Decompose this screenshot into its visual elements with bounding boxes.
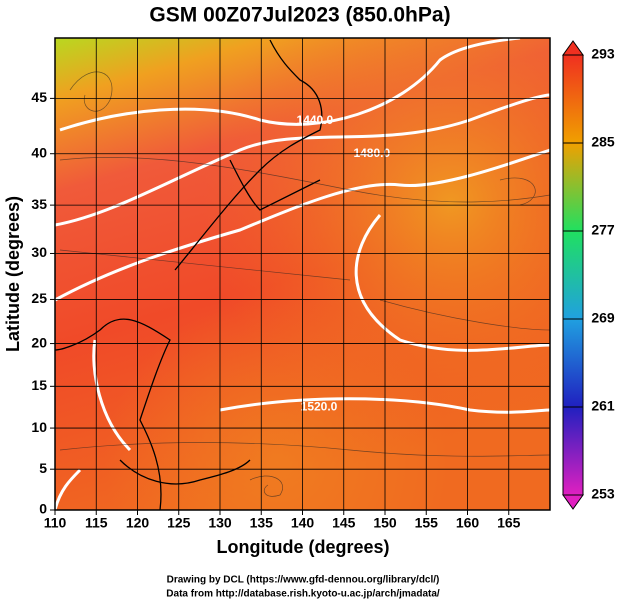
x-tick-label: 115 [85, 515, 108, 531]
x-tick-label: 125 [167, 515, 191, 531]
y-tick-label: 45 [31, 89, 47, 105]
y-axis-label: Latitude (degrees) [3, 196, 23, 352]
x-tick-label: 140 [291, 515, 315, 531]
x-tick-label: 130 [208, 515, 232, 531]
y-tick-label: 10 [31, 419, 47, 435]
x-tick-label: 145 [332, 515, 356, 531]
colorbar-tick-label: 261 [591, 398, 615, 414]
colorbar-tick-label: 269 [591, 310, 615, 326]
x-tick-label: 160 [456, 515, 480, 531]
credit: Drawing by DCL (https://www.gfd-dennou.o… [167, 575, 440, 586]
streamlines [59, 71, 551, 497]
x-tick-label: 135 [250, 515, 274, 531]
y-tick-label: 0 [39, 501, 47, 517]
y-tick-label: 15 [31, 377, 47, 393]
x-axis-label: Longitude (degrees) [216, 537, 389, 557]
contour-label: 1480.0 [353, 146, 390, 160]
x-tick-label: 110 [44, 515, 67, 531]
credit: Data from http://database.rish.kyoto-u.a… [166, 589, 440, 600]
colorbar-tick-label: 293 [591, 46, 615, 62]
contour-label: 1520.0 [301, 399, 338, 413]
colorbar-arrow [562, 40, 584, 56]
y-tick-label: 30 [31, 244, 47, 260]
chart-title: GSM 00Z07Jul2023 (850.0hPa) [149, 4, 450, 27]
x-tick-label: 150 [373, 515, 397, 531]
x-tick-label: 155 [415, 515, 439, 531]
colorbar-arrow [562, 494, 584, 510]
y-tick-label: 25 [31, 290, 47, 306]
y-tick-label: 40 [31, 144, 47, 160]
x-tick-label: 120 [126, 515, 150, 531]
y-tick-label: 20 [31, 334, 47, 350]
colorbar-tick-label: 253 [591, 486, 615, 502]
y-tick-label: 35 [31, 196, 47, 212]
plot-frame [54, 37, 551, 511]
contour-label: 1440.0 [297, 113, 334, 127]
contours [53, 36, 551, 511]
colorbar-tick-label: 285 [591, 134, 615, 150]
y-tick-label: 5 [39, 460, 47, 476]
colorbar [562, 54, 584, 496]
x-tick-label: 165 [497, 515, 521, 531]
colorbar-tick-label: 277 [591, 222, 615, 238]
